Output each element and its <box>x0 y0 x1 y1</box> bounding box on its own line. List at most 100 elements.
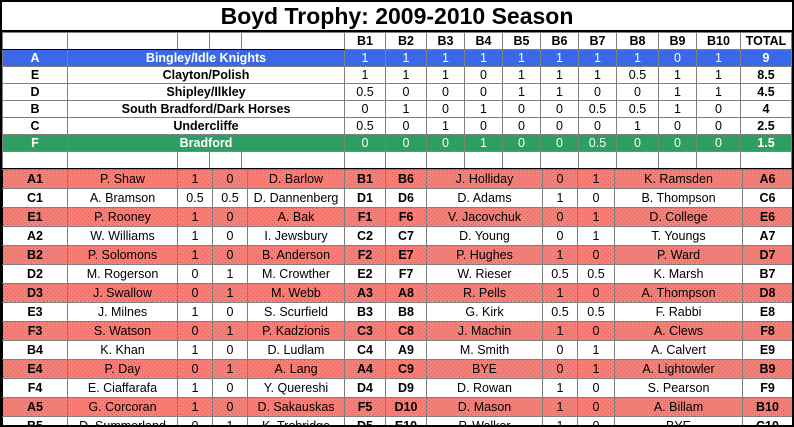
player-right-2: A. Lightowler <box>614 359 743 379</box>
standings-row: C Undercliffe 0.5 0 1 0 0 0 0 1 0 0 2.5 <box>2 117 792 135</box>
standings-score-b10: 0 <box>696 134 741 152</box>
standings-score-b7: 0 <box>578 117 617 135</box>
match-row: F4 E. Ciaffarafa 1 0 Y. Quereshi D4 D9 D. Rowan… <box>2 378 792 398</box>
match-row: A2 W. Williams 1 0 I. Jewsbury C2 C7 D. Young 0 1… <box>2 226 792 246</box>
score-right-2: 0 <box>577 283 615 303</box>
team-name: South Bradford/Dark Horses <box>67 100 345 118</box>
match-row: B4 K. Khan 1 0 D. Ludlam C4 A9 M. Smith 0 1 A. Cal… <box>2 340 792 360</box>
score-right-2: 1 <box>577 226 615 246</box>
match-code-right: E2 <box>344 264 386 284</box>
standings-col-header-b8: B8 <box>616 32 659 50</box>
standings-score-b4: 0 <box>464 66 503 84</box>
player-right-2: A. Billam <box>614 397 743 417</box>
score-right-2: 1 <box>577 169 615 189</box>
standings-header-row: B1 B2 B3 B4 B5 B6 B7 B8 B9 B10 TOTAL <box>2 32 792 50</box>
standings-score-b8: 0.5 <box>616 66 659 84</box>
score-right-2: 0 <box>577 378 615 398</box>
match-code-left-2: E10 <box>385 416 427 425</box>
standings-score-b4: 1 <box>464 100 503 118</box>
spacer-cell <box>67 151 178 169</box>
player-right: Y. Quereshi <box>247 378 345 398</box>
match-code-right: F2 <box>344 245 386 265</box>
standings-score-b5: 1 <box>502 83 541 101</box>
player-right-2: BYE <box>614 416 743 425</box>
match-code-left: D2 <box>2 264 68 284</box>
match-row: B2 P. Solomons 1 0 B. Anderson F2 E7 P. Hughes 1… <box>2 245 792 265</box>
spacer-cell <box>209 151 242 169</box>
standings-score-b9: 0 <box>658 49 697 67</box>
standings-score-b3: 1 <box>426 117 465 135</box>
match-code-left-2: C9 <box>385 359 427 379</box>
match-code-left-2: F6 <box>385 207 427 227</box>
match-code-left-2: A9 <box>385 340 427 360</box>
player-right-2: A. Clews <box>614 321 743 341</box>
player-right: D. Ludlam <box>247 340 345 360</box>
player-left: W. Williams <box>67 226 178 246</box>
score-left: 0 <box>177 264 213 284</box>
standings-score-b9: 1 <box>658 66 697 84</box>
standings-total: 8.5 <box>740 66 792 84</box>
player-left: A. Bramson <box>67 188 178 208</box>
standings-score-b4: 1 <box>464 134 503 152</box>
match-code-right: D4 <box>344 378 386 398</box>
player-left-2: J. Machin <box>426 321 543 341</box>
player-right: M. Webb <box>247 283 345 303</box>
standings-score-b6: 1 <box>540 83 579 101</box>
standings-header-blank <box>209 32 242 50</box>
player-left-2: D. Adams <box>426 188 543 208</box>
player-left: P. Solomons <box>67 245 178 265</box>
standings-score-b1: 1 <box>344 66 386 84</box>
match-code-left: E3 <box>2 302 68 322</box>
standings-score-b7: 0 <box>578 83 617 101</box>
match-code-right: A4 <box>344 359 386 379</box>
player-left-2: P. Walker <box>426 416 543 425</box>
standings-score-b3: 1 <box>426 66 465 84</box>
match-code-left-2: D6 <box>385 188 427 208</box>
standings-score-b1: 0 <box>344 100 386 118</box>
standings-score-b6: 1 <box>540 49 579 67</box>
standings-score-b5: 0 <box>502 134 541 152</box>
score-right-2: 0 <box>577 188 615 208</box>
standings-score-b3: 0 <box>426 100 465 118</box>
score-right-2: 0 <box>577 321 615 341</box>
match-code-left-2: E7 <box>385 245 427 265</box>
standings-score-b1: 0.5 <box>344 117 386 135</box>
player-left: P. Day <box>67 359 178 379</box>
standings-score-b8: 1 <box>616 117 659 135</box>
score-right: 1 <box>212 321 248 341</box>
standings-score-b6: 0 <box>540 100 579 118</box>
standings-score-b8: 0.5 <box>616 100 659 118</box>
team-code: A <box>2 49 68 67</box>
score-right: 0 <box>212 340 248 360</box>
score-right: 0 <box>212 207 248 227</box>
player-right-2: K. Ramsden <box>614 169 743 189</box>
player-left-2: W. Rieser <box>426 264 543 284</box>
player-left-2: M. Smith <box>426 340 543 360</box>
standings-col-header-b1: B1 <box>344 32 386 50</box>
score-left: 1 <box>177 302 213 322</box>
match-code-right: C3 <box>344 321 386 341</box>
match-code-right-2: D8 <box>742 283 792 303</box>
score-left: 1 <box>177 207 213 227</box>
player-left-2: BYE <box>426 359 543 379</box>
match-code-left-2: A8 <box>385 283 427 303</box>
standings-col-header-b3: B3 <box>426 32 465 50</box>
standings-score-b4: 0 <box>464 117 503 135</box>
standings-score-b9: 1 <box>658 83 697 101</box>
player-left-2: J. Holliday <box>426 169 543 189</box>
score-left: 1 <box>177 340 213 360</box>
standings-score-b10: 0 <box>696 100 741 118</box>
player-right-2: T. Youngs <box>614 226 743 246</box>
player-right: D. Barlow <box>247 169 345 189</box>
match-code-right: D5 <box>344 416 386 425</box>
score-right-2: 1 <box>577 207 615 227</box>
standings-score-b4: 1 <box>464 49 503 67</box>
match-row: D2 M. Rogerson 0 1 M. Crowther E2 F7 W. Rieser 0… <box>2 264 792 284</box>
standings-col-header-b10: B10 <box>696 32 741 50</box>
standings-score-b3: 0 <box>426 83 465 101</box>
standings-score-b8: 0 <box>616 134 659 152</box>
score-left: 1 <box>177 245 213 265</box>
standings-total: 1.5 <box>740 134 792 152</box>
standings-score-b6: 1 <box>540 66 579 84</box>
standings-header-blank <box>177 32 210 50</box>
